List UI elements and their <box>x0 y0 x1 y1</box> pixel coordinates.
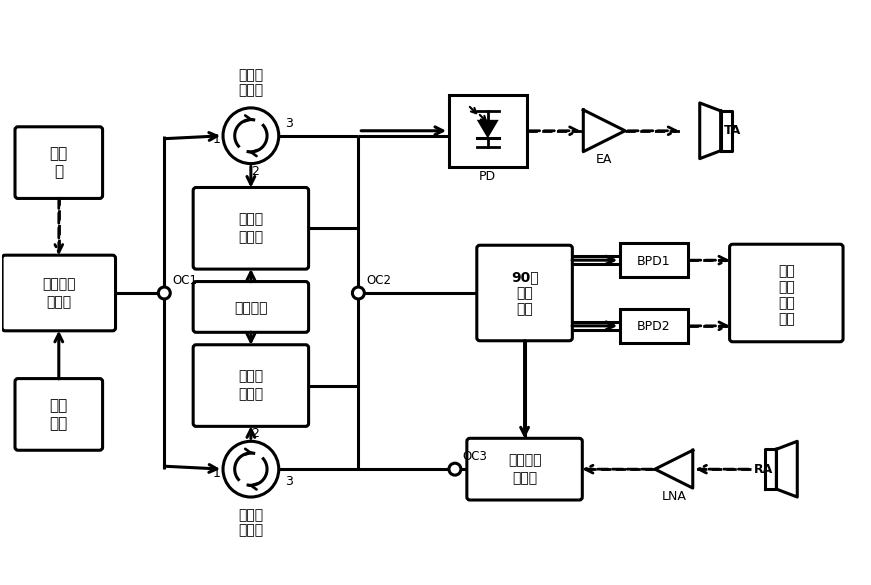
Text: 1: 1 <box>213 133 221 146</box>
Text: 3: 3 <box>285 474 293 488</box>
Text: 采集: 采集 <box>778 280 794 294</box>
Circle shape <box>223 441 279 497</box>
Text: RA: RA <box>754 463 773 476</box>
Polygon shape <box>699 103 720 159</box>
FancyBboxPatch shape <box>193 345 308 426</box>
Polygon shape <box>584 110 625 152</box>
Text: 信号: 信号 <box>778 264 794 278</box>
Text: 光器: 光器 <box>50 416 68 431</box>
Bar <box>620 309 688 343</box>
Text: 1: 1 <box>213 467 221 480</box>
Polygon shape <box>776 441 797 497</box>
Text: 2: 2 <box>251 165 259 178</box>
Text: PD: PD <box>479 170 496 183</box>
Text: 3: 3 <box>285 118 293 130</box>
Text: EA: EA <box>596 153 612 166</box>
Text: 源: 源 <box>54 164 64 179</box>
Text: 第一从: 第一从 <box>239 212 263 226</box>
Text: 处理: 处理 <box>778 296 794 310</box>
Text: 合器: 合器 <box>517 302 533 316</box>
Text: 调制器: 调制器 <box>46 295 71 309</box>
Polygon shape <box>720 111 732 151</box>
FancyBboxPatch shape <box>15 378 103 450</box>
Polygon shape <box>476 120 499 139</box>
Text: 90度: 90度 <box>510 270 538 284</box>
FancyBboxPatch shape <box>15 127 103 198</box>
Text: 第一光: 第一光 <box>239 83 263 97</box>
Bar <box>449 95 527 167</box>
Text: 激光器: 激光器 <box>239 230 263 245</box>
Circle shape <box>223 108 279 164</box>
Text: OC1: OC1 <box>172 274 197 287</box>
Circle shape <box>353 287 364 299</box>
Text: 第二光: 第二光 <box>239 508 263 522</box>
FancyBboxPatch shape <box>476 245 572 341</box>
Text: 信号: 信号 <box>50 146 68 161</box>
Circle shape <box>449 463 461 475</box>
Text: BPD1: BPD1 <box>638 254 671 268</box>
Text: 环形器: 环形器 <box>239 68 263 82</box>
Text: 2: 2 <box>251 427 259 440</box>
Polygon shape <box>655 450 692 488</box>
Text: OC3: OC3 <box>463 450 488 463</box>
Text: 激光器: 激光器 <box>239 387 263 401</box>
Text: BPD2: BPD2 <box>638 321 671 333</box>
Text: 模块: 模块 <box>778 312 794 326</box>
Text: TA: TA <box>724 124 741 137</box>
Text: 光耦: 光耦 <box>517 286 533 300</box>
Bar <box>620 243 688 277</box>
Text: 控制单元: 控制单元 <box>234 301 267 315</box>
Text: 主激: 主激 <box>50 398 68 413</box>
Text: 第二电光: 第二电光 <box>508 453 541 467</box>
FancyBboxPatch shape <box>467 438 583 500</box>
Text: 环形器: 环形器 <box>239 523 263 537</box>
Text: LNA: LNA <box>661 490 686 503</box>
Circle shape <box>159 287 170 299</box>
Text: 第二从: 第二从 <box>239 370 263 384</box>
Text: 第一电光: 第一电光 <box>42 277 76 291</box>
Text: OC2: OC2 <box>367 274 391 287</box>
FancyBboxPatch shape <box>193 188 308 269</box>
Text: 调制器: 调制器 <box>512 471 537 485</box>
FancyBboxPatch shape <box>193 281 308 332</box>
FancyBboxPatch shape <box>730 244 843 342</box>
Polygon shape <box>766 449 776 489</box>
FancyBboxPatch shape <box>2 255 116 331</box>
